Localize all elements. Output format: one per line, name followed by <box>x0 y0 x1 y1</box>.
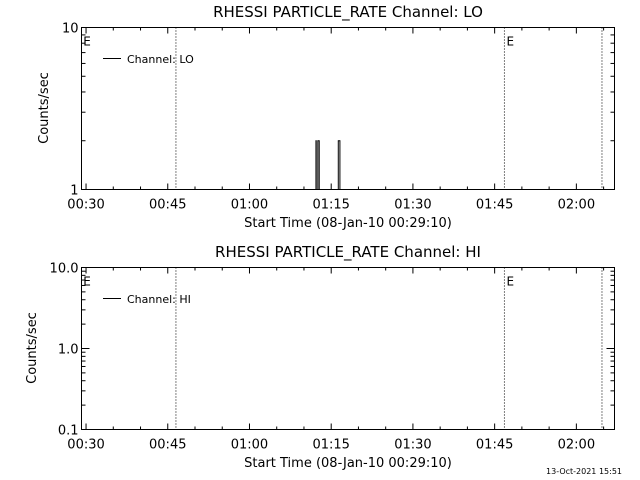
lo-y-tick-label: 1 <box>70 184 78 199</box>
lo-x-tick-label: 01:00 <box>231 198 268 213</box>
lo-y-tick-labels: 1 10 <box>62 22 79 199</box>
hi-y-tick-label: 1.0 <box>58 343 79 358</box>
lo-series-line <box>314 140 341 190</box>
lo-axis-ticks <box>81 27 615 190</box>
hi-x-tick-labels: 00:30 00:45 01:00 01:15 01:30 01:45 02:00 <box>67 438 595 453</box>
lo-y-tick-label: 10 <box>62 22 79 37</box>
hi-y-tick-label: 0.1 <box>58 424 79 439</box>
hi-x-tick-label: 00:45 <box>149 438 186 453</box>
hi-channel-panel: RHESSI PARTICLE_RATE Channel: HI Counts/… <box>25 243 615 471</box>
hi-plot-frame <box>81 267 615 430</box>
hi-x-tick-label: 01:45 <box>476 438 513 453</box>
lo-x-tick-label: 00:30 <box>67 198 104 213</box>
hi-x-tick-label: 01:30 <box>394 438 431 453</box>
lo-x-tick-label: 02:00 <box>558 198 595 213</box>
hi-y-axis-label: Counts/sec <box>25 312 40 384</box>
hi-legend: Channel: HI <box>103 293 191 306</box>
lo-event-marker: E <box>83 35 91 49</box>
footer-timestamp: 13-Oct-2021 15:51 <box>546 467 622 476</box>
lo-x-tick-labels: 00:30 00:45 01:00 01:15 01:30 01:45 02:00 <box>67 198 595 213</box>
hi-event-marker: E <box>83 275 91 289</box>
hi-x-tick-label: 01:15 <box>312 438 349 453</box>
lo-x-tick-label: 01:45 <box>476 198 513 213</box>
hi-event-marker: E <box>507 275 515 289</box>
lo-x-tick-label: 01:15 <box>312 198 349 213</box>
hi-x-tick-label: 02:00 <box>558 438 595 453</box>
hi-y-tick-label: 10.0 <box>50 262 79 277</box>
hi-x-tick-label: 00:30 <box>67 438 104 453</box>
hi-legend-label: Channel: HI <box>127 293 191 306</box>
hi-chart-title: RHESSI PARTICLE_RATE Channel: HI <box>215 243 481 262</box>
lo-x-tick-label: 01:30 <box>394 198 431 213</box>
hi-axis-ticks <box>81 267 615 430</box>
lo-y-axis-label: Counts/sec <box>37 72 52 144</box>
lo-plot-frame <box>81 27 615 190</box>
lo-x-tick-label: 00:45 <box>149 198 186 213</box>
lo-chart-title: RHESSI PARTICLE_RATE Channel: LO <box>213 3 483 22</box>
lo-event-marker: E <box>507 35 515 49</box>
lo-legend-label: Channel: LO <box>127 53 194 66</box>
lo-channel-panel: RHESSI PARTICLE_RATE Channel: LO Counts/… <box>37 3 615 231</box>
lo-legend: Channel: LO <box>103 53 194 66</box>
hi-x-tick-label: 01:00 <box>231 438 268 453</box>
hi-x-axis-label: Start Time (08-Jan-10 00:29:10) <box>244 456 452 471</box>
lo-series <box>314 140 341 190</box>
hi-y-tick-labels: 0.1 1.0 10.0 <box>50 262 79 439</box>
lo-x-axis-label: Start Time (08-Jan-10 00:29:10) <box>244 216 452 231</box>
